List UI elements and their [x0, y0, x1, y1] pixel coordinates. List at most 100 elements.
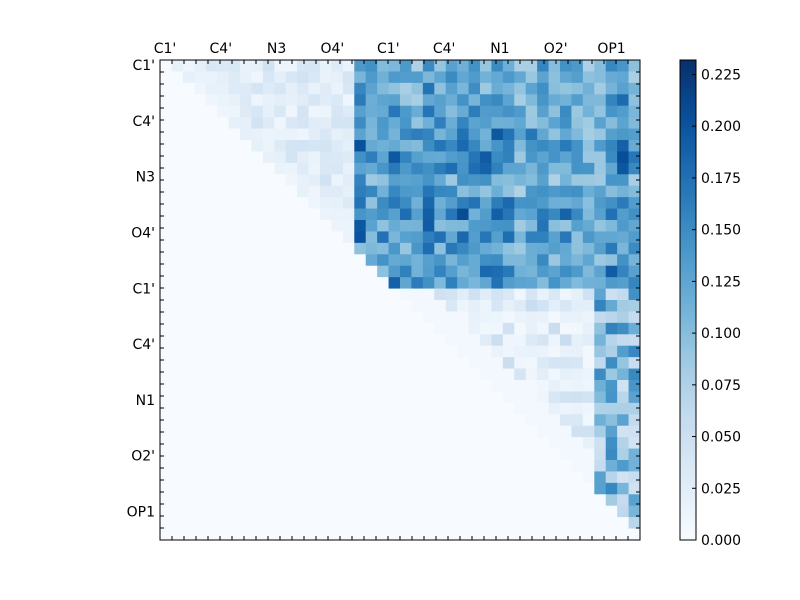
heatmap-cell [491, 220, 504, 232]
heatmap-cell [285, 368, 298, 381]
heatmap-cell [445, 380, 458, 392]
heatmap-cell [411, 391, 424, 404]
heatmap-cell [205, 494, 218, 507]
heatmap-cell [422, 117, 435, 129]
heatmap-cell [365, 71, 378, 84]
heatmap-cell [320, 288, 332, 301]
heatmap-cell [582, 380, 595, 392]
heatmap-cell [434, 482, 447, 495]
heatmap-cell [274, 60, 287, 72]
colorbar: 0.0000.0250.0500.0750.1000.1250.1500.175… [679, 59, 741, 549]
heatmap-cell [582, 402, 595, 415]
heatmap-cell [422, 471, 435, 484]
heatmap-cell [262, 105, 275, 118]
heatmap-cell [320, 105, 332, 118]
heatmap-cell [171, 345, 184, 358]
heatmap-cell [605, 105, 618, 118]
heatmap-cell [160, 460, 172, 472]
heatmap-cell [548, 391, 561, 404]
heatmap-cell [514, 105, 527, 118]
heatmap-cell [194, 242, 207, 255]
heatmap-cell [400, 71, 412, 84]
heatmap-cell [594, 277, 607, 289]
heatmap-cell [160, 105, 172, 118]
heatmap-cell [491, 425, 504, 438]
heatmap-cell [491, 151, 504, 164]
heatmap-cell [182, 185, 195, 198]
heatmap-cell [560, 140, 572, 152]
heatmap-cell [434, 197, 447, 209]
heatmap-cell [468, 82, 481, 95]
heatmap-cell [594, 242, 607, 255]
heatmap-cell [594, 197, 607, 209]
heatmap-cell [285, 254, 298, 267]
heatmap-cell [457, 128, 469, 141]
heatmap-cell [502, 265, 515, 278]
heatmap-cell [217, 448, 229, 461]
heatmap-cell [560, 505, 572, 518]
heatmap-cell [514, 368, 527, 381]
heatmap-cell [480, 265, 492, 278]
heatmap-cell [422, 300, 435, 312]
heatmap-cell [297, 414, 309, 427]
heatmap-cell [411, 220, 424, 232]
heatmap-cell [445, 357, 458, 369]
heatmap-cell [617, 460, 629, 472]
heatmap-cell [491, 368, 504, 381]
heatmap-cell [411, 448, 424, 461]
heatmap-cell [514, 185, 527, 198]
heatmap-cell [445, 231, 458, 244]
heatmap-cell [331, 242, 344, 255]
heatmap-cell [457, 300, 469, 312]
heatmap-cell [251, 71, 264, 84]
heatmap-cell [617, 117, 629, 129]
heatmap-cell [502, 300, 515, 312]
heatmap-cell [434, 517, 447, 529]
heatmap-cell [274, 448, 287, 461]
heatmap-cell [400, 140, 412, 152]
heatmap-cell [228, 391, 241, 404]
heatmap-cell [365, 185, 378, 198]
heatmap-cell [468, 174, 481, 187]
heatmap-cell [194, 197, 207, 209]
heatmap-cell [582, 254, 595, 267]
heatmap-cell [228, 128, 241, 141]
heatmap-cell [377, 345, 389, 358]
heatmap-cell [411, 185, 424, 198]
heatmap-cell [228, 140, 241, 152]
heatmap-cell [411, 322, 424, 335]
heatmap-cell [331, 322, 344, 335]
heatmap-cell [297, 334, 309, 347]
heatmap-cell [400, 402, 412, 415]
heatmap-cell [194, 505, 207, 518]
heatmap-cell [365, 357, 378, 369]
heatmap-cell [571, 117, 584, 129]
heatmap-cell [171, 71, 184, 84]
heatmap-cell [171, 391, 184, 404]
heatmap-cell [388, 368, 401, 381]
heatmap-cell [240, 345, 252, 358]
heatmap-cell [502, 197, 515, 209]
heatmap-cell [434, 231, 447, 244]
heatmap-cell [582, 60, 595, 72]
heatmap-cell [594, 528, 607, 541]
heatmap-cell [548, 94, 561, 107]
heatmap-cell [377, 402, 389, 415]
heatmap-cell [160, 528, 172, 541]
heatmap-cell [285, 231, 298, 244]
heatmap-cell [445, 311, 458, 324]
heatmap-cell [297, 220, 309, 232]
heatmap-cell [628, 140, 641, 152]
heatmap-cell [411, 140, 424, 152]
heatmap-cell [594, 437, 607, 449]
heatmap-cell [582, 448, 595, 461]
heatmap-cell [491, 448, 504, 461]
heatmap-cell [480, 460, 492, 472]
heatmap-cell [320, 60, 332, 72]
heatmap-cell [285, 402, 298, 415]
heatmap-cell [491, 300, 504, 312]
heatmap-cell [582, 82, 595, 95]
heatmap-cell [525, 208, 538, 221]
heatmap-cell [628, 300, 641, 312]
colorbar-tick-label: 0.000 [701, 533, 741, 549]
